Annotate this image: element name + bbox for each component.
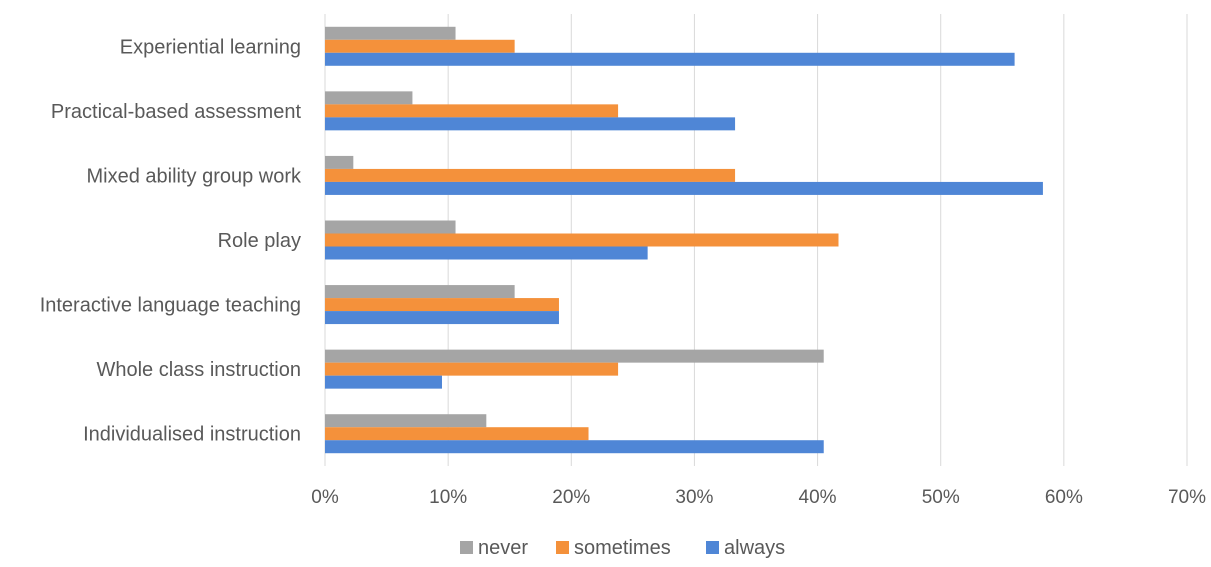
bar-never-interactive-language-teaching bbox=[325, 285, 515, 299]
bar-never-experiential-learning bbox=[325, 26, 456, 40]
legend-label-sometimes: sometimes bbox=[574, 537, 671, 559]
category-label-experiential-learning: Experiential learning bbox=[120, 36, 301, 58]
x-tick-label: 0% bbox=[311, 487, 339, 508]
x-tick-label: 40% bbox=[799, 487, 837, 508]
bar-sometimes-individualised-instruction bbox=[325, 427, 589, 441]
x-tick-label: 10% bbox=[429, 487, 467, 508]
bar-always-individualised-instruction bbox=[325, 440, 824, 454]
legend-swatch-sometimes bbox=[556, 541, 569, 554]
bar-always-experiential-learning bbox=[325, 52, 1015, 66]
category-label-individualised-instruction: Individualised instruction bbox=[83, 424, 301, 446]
bar-sometimes-experiential-learning bbox=[325, 39, 515, 53]
x-tick-label: 50% bbox=[922, 487, 960, 508]
x-tick-labels: 0% 10% 20% 30% 40% 50% 60% 70% bbox=[311, 487, 1206, 508]
bar-always-practical-based-assessment bbox=[325, 117, 736, 131]
bar-sometimes-whole-class-instruction bbox=[325, 362, 619, 376]
category-labels: Experiential learning Practical-based ass… bbox=[40, 36, 302, 445]
category-label-whole-class-instruction: Whole class instruction bbox=[96, 359, 301, 381]
bar-sometimes-practical-based-assessment bbox=[325, 104, 619, 118]
bar-always-mixed-ability-group-work bbox=[325, 181, 1043, 195]
category-label-mixed-ability-group-work: Mixed ability group work bbox=[86, 165, 302, 187]
x-tick-label: 60% bbox=[1045, 487, 1083, 508]
bar-sometimes-role-play bbox=[325, 233, 839, 247]
legend-swatch-always bbox=[706, 541, 719, 554]
bar-sometimes-interactive-language-teaching bbox=[325, 298, 559, 312]
category-label-role-play: Role play bbox=[218, 230, 301, 252]
bar-always-whole-class-instruction bbox=[325, 375, 442, 389]
bar-never-practical-based-assessment bbox=[325, 91, 413, 105]
category-label-interactive-language-teaching: Interactive language teaching bbox=[40, 295, 301, 317]
legend: never sometimes always bbox=[460, 537, 785, 559]
x-tick-label: 30% bbox=[675, 487, 713, 508]
bar-never-individualised-instruction bbox=[325, 414, 487, 428]
bar-always-role-play bbox=[325, 246, 648, 260]
x-tick-label: 70% bbox=[1168, 487, 1206, 508]
bar-never-role-play bbox=[325, 220, 456, 234]
bar-never-whole-class-instruction bbox=[325, 349, 824, 363]
bar-never-mixed-ability-group-work bbox=[325, 155, 354, 169]
legend-label-never: never bbox=[478, 537, 528, 559]
bar-always-interactive-language-teaching bbox=[325, 311, 559, 325]
x-tick-label: 20% bbox=[552, 487, 590, 508]
legend-label-always: always bbox=[724, 537, 785, 559]
bars bbox=[325, 26, 1043, 454]
category-label-practical-based-assessment: Practical-based assessment bbox=[51, 101, 302, 123]
legend-swatch-never bbox=[460, 541, 473, 554]
bar-sometimes-mixed-ability-group-work bbox=[325, 168, 736, 182]
